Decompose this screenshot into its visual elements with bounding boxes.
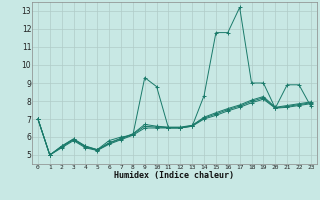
X-axis label: Humidex (Indice chaleur): Humidex (Indice chaleur): [115, 171, 234, 180]
